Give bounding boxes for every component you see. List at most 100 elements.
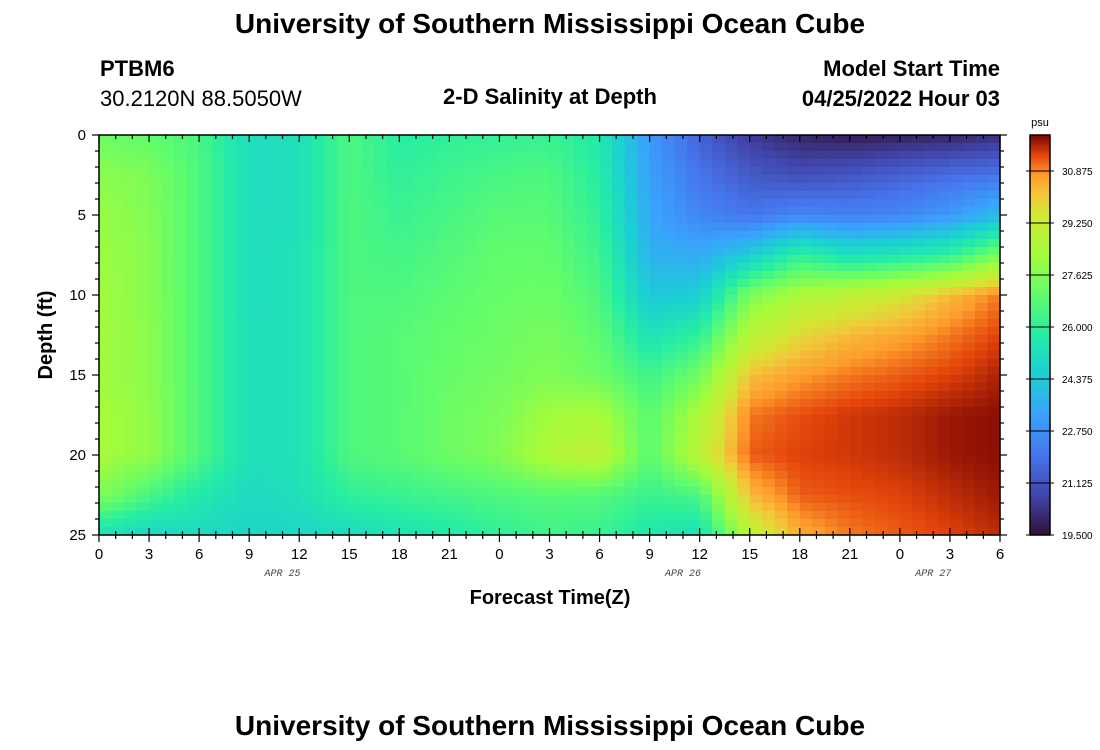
- heatmap-cell: [524, 207, 538, 216]
- heatmap-cell: [299, 511, 313, 520]
- heatmap-cell: [837, 183, 851, 192]
- heatmap-cell: [399, 503, 413, 512]
- heatmap-cell: [411, 143, 425, 152]
- heatmap-cell: [887, 231, 901, 240]
- heatmap-cell: [236, 359, 250, 368]
- heatmap-cell: [149, 231, 163, 240]
- heatmap-cell: [549, 335, 563, 344]
- heatmap-cell: [587, 471, 601, 480]
- heatmap-cell: [874, 415, 888, 424]
- heatmap-cell: [224, 175, 238, 184]
- heatmap-cell: [361, 471, 375, 480]
- heatmap-cell: [974, 463, 989, 472]
- heatmap-cell: [324, 431, 338, 440]
- heatmap-cell: [787, 495, 801, 504]
- heatmap-cell: [862, 183, 876, 192]
- heatmap-cell: [286, 375, 300, 384]
- heatmap-cell: [924, 167, 939, 176]
- heatmap-cell: [499, 199, 513, 208]
- heatmap-cell: [787, 423, 801, 432]
- heatmap-cell: [149, 511, 163, 520]
- heatmap-cell: [574, 455, 588, 464]
- heatmap-cell: [486, 455, 501, 464]
- heatmap-cell: [899, 335, 913, 344]
- heatmap-cell: [411, 255, 425, 264]
- heatmap-cell: [361, 423, 375, 432]
- heatmap-cell: [186, 151, 200, 160]
- heatmap-cell: [286, 527, 300, 536]
- heatmap-cell: [436, 239, 450, 248]
- heatmap-cell: [449, 319, 463, 328]
- heatmap-cell: [874, 167, 888, 176]
- heatmap-cell: [762, 359, 776, 368]
- heatmap-cell: [224, 479, 238, 488]
- heatmap-cell: [599, 359, 613, 368]
- heatmap-cell: [887, 335, 901, 344]
- heatmap-cell: [749, 287, 763, 296]
- heatmap-cell: [624, 383, 638, 392]
- heatmap-cell: [599, 223, 613, 232]
- heatmap-cell: [987, 295, 1001, 304]
- heatmap-cell: [311, 479, 325, 488]
- heatmap-cell: [937, 495, 951, 504]
- heatmap-cell: [937, 487, 951, 496]
- heatmap-cell: [574, 335, 588, 344]
- heatmap-cell: [599, 367, 613, 376]
- heatmap-cell: [612, 271, 626, 280]
- heatmap-cell: [687, 295, 701, 304]
- heatmap-cell: [374, 247, 388, 256]
- heatmap-cell: [949, 263, 964, 272]
- heatmap-cell: [524, 295, 538, 304]
- heatmap-cell: [274, 239, 288, 248]
- heatmap-cell: [987, 431, 1001, 440]
- heatmap-cell: [324, 319, 338, 328]
- heatmap-cell: [674, 287, 688, 296]
- heatmap-cell: [449, 463, 463, 472]
- heatmap-cell: [224, 343, 238, 352]
- heatmap-cell: [211, 487, 225, 496]
- heatmap-cell: [637, 319, 651, 328]
- heatmap-cell: [411, 207, 425, 216]
- heatmap-cell: [399, 335, 413, 344]
- heatmap-cell: [436, 287, 450, 296]
- heatmap-cell: [587, 383, 601, 392]
- heatmap-cell: [361, 455, 375, 464]
- heatmap-cell: [649, 319, 663, 328]
- heatmap-cell: [174, 367, 188, 376]
- heatmap-cell: [924, 447, 939, 456]
- heatmap-cell: [587, 455, 601, 464]
- heatmap-cell: [799, 207, 813, 216]
- heatmap-cell: [186, 327, 200, 336]
- heatmap-cell: [136, 343, 150, 352]
- heatmap-cell: [486, 423, 501, 432]
- heatmap-cell: [774, 423, 788, 432]
- heatmap-cell: [862, 191, 876, 200]
- heatmap-cell: [511, 143, 526, 152]
- heatmap-cell: [937, 175, 951, 184]
- heatmap-cell: [824, 167, 838, 176]
- heatmap-cell: [724, 367, 738, 376]
- heatmap-cell: [699, 503, 713, 512]
- heatmap-cell: [774, 207, 788, 216]
- heatmap-cell: [224, 335, 238, 344]
- heatmap-cell: [524, 431, 538, 440]
- heatmap-cell: [374, 223, 388, 232]
- heatmap-cell: [536, 247, 551, 256]
- heatmap-cell: [149, 135, 163, 144]
- heatmap-cell: [474, 191, 488, 200]
- heatmap-cell: [749, 255, 763, 264]
- heatmap-cell: [824, 295, 838, 304]
- heatmap-cell: [574, 391, 588, 400]
- heatmap-cell: [899, 439, 913, 448]
- heatmap-cell: [662, 471, 676, 480]
- heatmap-cell: [687, 335, 701, 344]
- heatmap-cell: [161, 239, 175, 248]
- heatmap-cell: [536, 399, 551, 408]
- heatmap-cell: [574, 463, 588, 472]
- heatmap-cell: [174, 455, 188, 464]
- heatmap-cell: [612, 383, 626, 392]
- heatmap-cell: [612, 311, 626, 320]
- heatmap-cell: [649, 247, 663, 256]
- heatmap-cell: [474, 287, 488, 296]
- colorbar-tick-label: 24.375: [1062, 375, 1093, 386]
